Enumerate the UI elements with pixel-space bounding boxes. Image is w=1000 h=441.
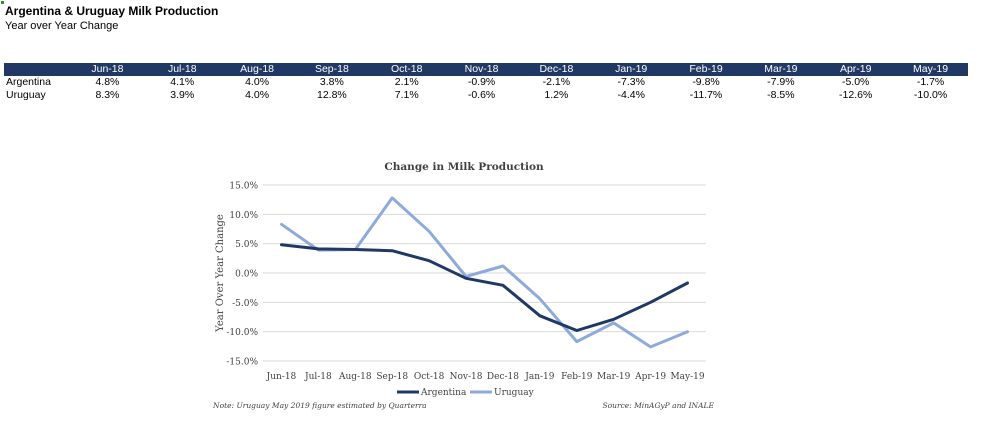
column-header: Feb-19 (668, 63, 744, 76)
x-tick-label: Dec-18 (487, 372, 519, 382)
row-label: Argentina (6, 76, 51, 88)
x-tick-label: Jan-19 (524, 372, 555, 382)
column-header: Jun-18 (70, 63, 145, 76)
table-row-uruguay: Uruguay 8.3% 3.9% 4.0% 12.8% 7.1% -0.6% … (4, 89, 968, 102)
data-point-argentina (501, 284, 504, 287)
table-header-row: Jun-18 Jul-18 Aug-18 Sep-18 Oct-18 Nov-1… (4, 63, 968, 76)
column-header: Apr-19 (818, 63, 894, 76)
column-header: May-19 (893, 63, 968, 76)
page-title: Argentina & Uruguay Milk Production (5, 4, 219, 18)
x-tick-label: Oct-18 (414, 372, 445, 382)
y-tick-label: 10.0% (229, 211, 258, 221)
data-point-uruguay (612, 321, 615, 324)
table-cell: -10.0% (913, 89, 948, 101)
data-point-argentina (354, 248, 357, 251)
table-header-blank (4, 63, 70, 76)
table-cell: -1.7% (916, 76, 945, 88)
x-tick-label: Mar-19 (597, 372, 631, 382)
data-point-uruguay (575, 340, 578, 343)
table-cell: 12.8% (317, 89, 347, 101)
y-tick-label: -10.0% (226, 328, 258, 338)
x-tick-label: Sep-18 (376, 372, 408, 382)
x-tick-label: Feb-19 (561, 372, 593, 382)
y-axis-label: Year Over Year Change (215, 214, 226, 333)
column-header: Nov-18 (444, 63, 519, 76)
x-tick-label: May-19 (670, 372, 704, 382)
data-point-uruguay (538, 297, 541, 300)
table-cell: 4.0% (245, 76, 270, 88)
table-cell: 4.8% (95, 76, 120, 88)
column-header: Sep-18 (294, 63, 370, 76)
legend-label: Uruguay (494, 388, 535, 398)
table-row-argentina: Argentina 4.8% 4.1% 4.0% 3.8% 2.1% -0.9%… (4, 76, 968, 89)
chart-note: Note: Uruguay May 2019 figure estimated … (212, 401, 427, 410)
column-header: Jul-18 (144, 63, 220, 76)
data-point-argentina (280, 243, 283, 246)
y-tick-label: -15.0% (226, 358, 258, 368)
data-point-argentina (428, 259, 431, 262)
table-cell: -7.3% (617, 76, 645, 88)
table-cell: 2.1% (394, 76, 419, 88)
table-cell: 1.2% (544, 89, 569, 101)
table-cell: -0.6% (467, 89, 496, 101)
data-point-argentina (391, 249, 394, 252)
y-tick-label: 5.0% (235, 240, 258, 250)
x-tick-label: Jul-18 (304, 372, 332, 382)
table-cell: 4.0% (245, 89, 270, 101)
table-cell: -11.7% (689, 89, 723, 101)
data-point-argentina (465, 277, 468, 280)
y-tick-label: 15.0% (229, 182, 258, 192)
x-tick-label: Jun-18 (266, 372, 297, 382)
x-tick-label: Apr-19 (634, 372, 666, 382)
page-subtitle: Year over Year Change (5, 20, 119, 32)
row-label: Uruguay (6, 89, 46, 101)
series-line-uruguay (280, 196, 689, 349)
data-point-argentina (575, 329, 578, 332)
column-header: Aug-18 (219, 63, 295, 76)
table-cell: -8.5% (767, 89, 795, 101)
table-cell: 3.8% (319, 76, 344, 88)
data-point-uruguay (649, 345, 652, 348)
table-cell: 3.9% (170, 89, 195, 101)
column-header: Jan-19 (593, 63, 669, 76)
data-point-uruguay (686, 330, 689, 333)
table-cell: -0.9% (467, 76, 496, 88)
data-point-uruguay (391, 196, 394, 199)
column-header: Dec-18 (518, 63, 594, 76)
table-cell: -2.1% (542, 76, 571, 88)
table-cell: -7.9% (767, 76, 795, 88)
data-point-argentina (317, 247, 320, 250)
data-point-uruguay (501, 264, 504, 267)
column-header: Mar-19 (743, 63, 819, 76)
series-line-argentina (280, 243, 689, 332)
table-cell: 7.1% (394, 89, 419, 101)
chart-source: Source: MinAGyP and INALE (603, 401, 715, 410)
data-point-argentina (686, 281, 689, 284)
legend-label: Argentina (420, 388, 467, 398)
column-header: Oct-18 (369, 63, 445, 76)
table-cell: -12.6% (839, 89, 873, 101)
table-cell: -5.0% (841, 76, 870, 88)
table-cell: 8.3% (95, 89, 120, 101)
data-point-uruguay (280, 223, 283, 226)
corner-marker (1, 1, 4, 4)
table-cell: -9.8% (692, 76, 720, 88)
data-point-argentina (612, 318, 615, 321)
chart-title: Change in Milk Production (384, 161, 544, 173)
x-tick-label: Nov-18 (450, 372, 483, 382)
x-tick-label: Aug-18 (338, 372, 372, 382)
data-point-argentina (649, 301, 652, 304)
data-table: Jun-18 Jul-18 Aug-18 Sep-18 Oct-18 Nov-1… (4, 63, 968, 102)
table-cell: -4.4% (617, 89, 645, 101)
y-tick-label: -5.0% (232, 299, 258, 309)
table-cell: 4.1% (170, 76, 195, 88)
y-tick-label: 0.0% (235, 270, 258, 280)
data-point-uruguay (428, 230, 431, 233)
data-point-argentina (538, 314, 541, 317)
